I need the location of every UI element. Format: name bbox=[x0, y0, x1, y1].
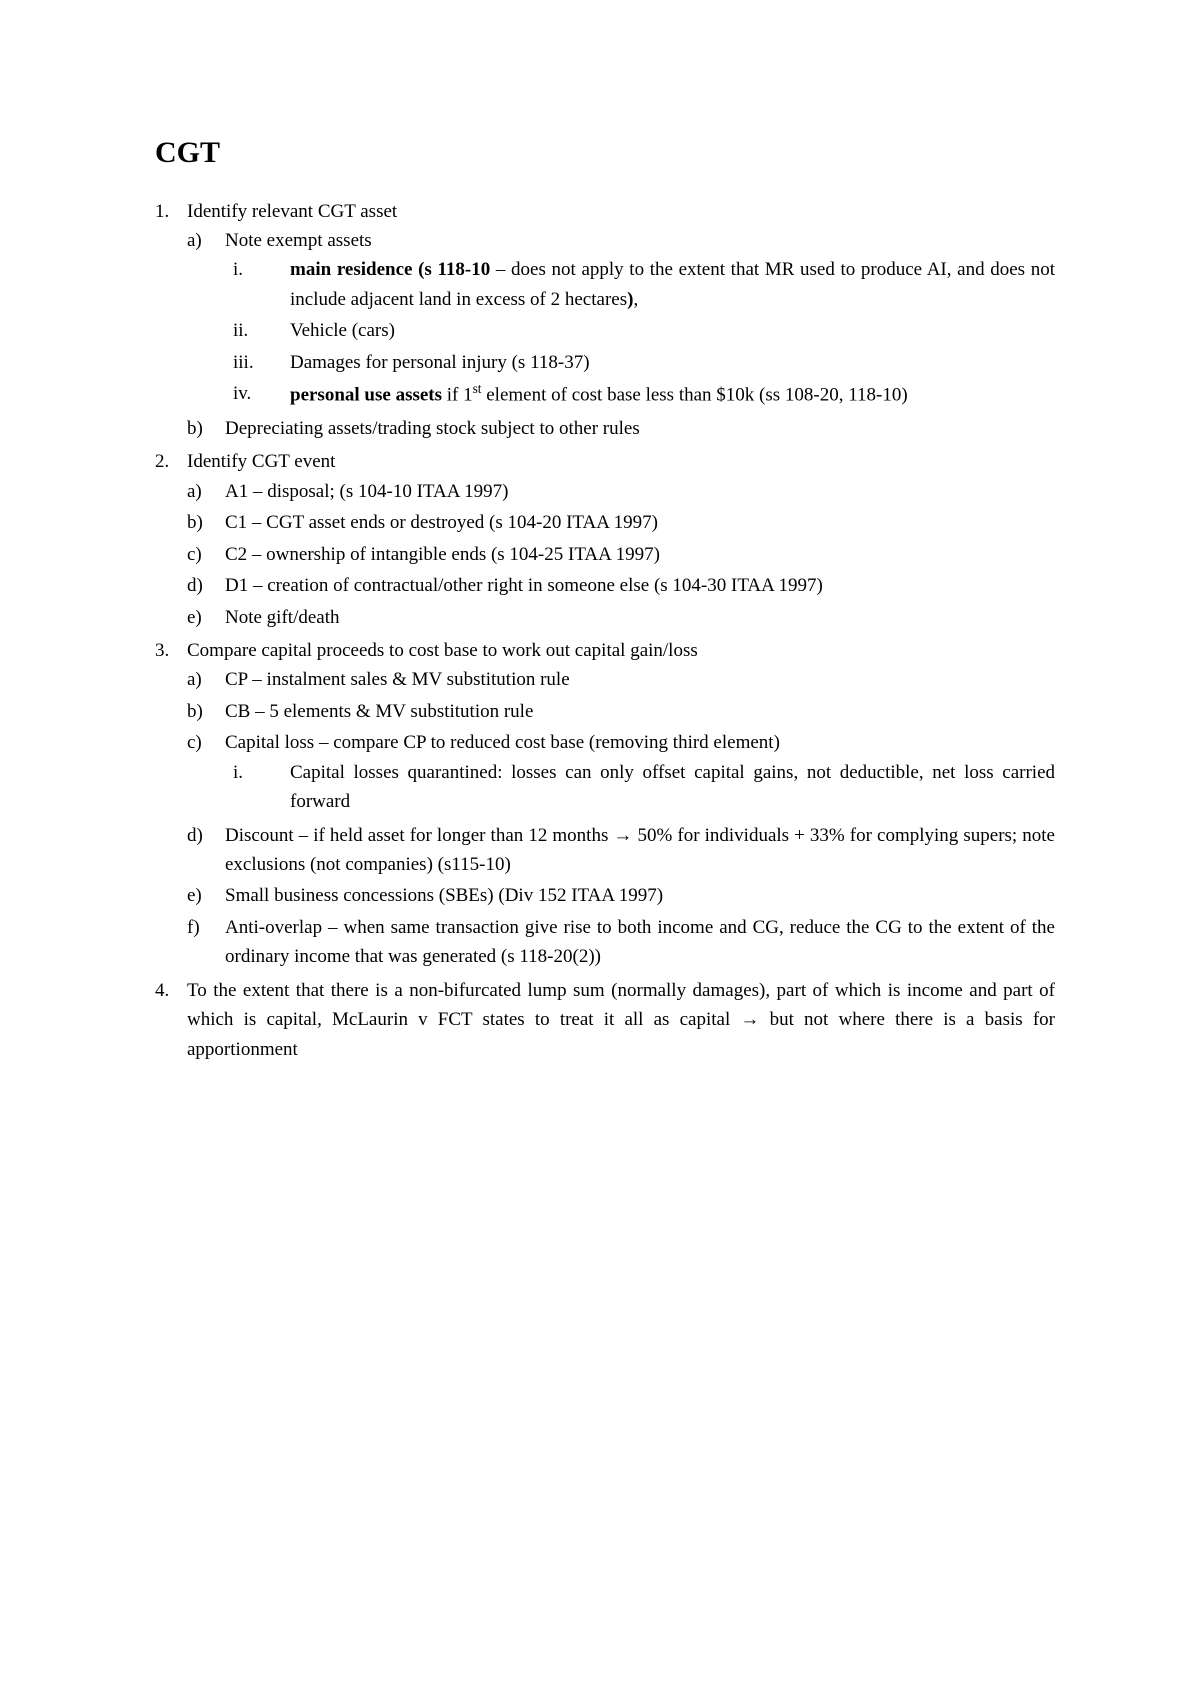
list-text: Vehicle (cars) bbox=[290, 316, 1055, 345]
list-marker: i. bbox=[225, 255, 290, 314]
list-content: CP – instalment sales & MV substitution … bbox=[225, 665, 1055, 694]
list-item: e)Note gift/death bbox=[187, 603, 1055, 632]
list-content: Discount – if held asset for longer than… bbox=[225, 821, 1055, 880]
list-text: Anti-overlap – when same transaction giv… bbox=[225, 913, 1055, 972]
list-marker: c) bbox=[187, 540, 225, 569]
page-title: CGT bbox=[155, 130, 1055, 177]
list-content: Identify CGT eventa)A1 – disposal; (s 10… bbox=[187, 447, 1055, 634]
list-text: C1 – CGT asset ends or destroyed (s 104-… bbox=[225, 508, 1055, 537]
list-item: iv.personal use assets if 1st element of… bbox=[225, 379, 1055, 410]
list-item: ii.Vehicle (cars) bbox=[225, 316, 1055, 345]
list-item: a)CP – instalment sales & MV substitutio… bbox=[187, 665, 1055, 694]
list-text: Note exempt assets bbox=[225, 226, 1055, 255]
list-content: Anti-overlap – when same transaction giv… bbox=[225, 913, 1055, 972]
list-marker: 2. bbox=[155, 447, 187, 634]
list-text: Identify CGT event bbox=[187, 447, 1055, 476]
list-marker: a) bbox=[187, 226, 225, 412]
list-content: main residence (s 118-10 – does not appl… bbox=[290, 255, 1055, 314]
list-content: Note exempt assetsi.main residence (s 11… bbox=[225, 226, 1055, 412]
list-text: A1 – disposal; (s 104-10 ITAA 1997) bbox=[225, 477, 1055, 506]
list-text: main residence (s 118-10 – does not appl… bbox=[290, 255, 1055, 314]
list-marker: b) bbox=[187, 508, 225, 537]
list-marker: f) bbox=[187, 913, 225, 972]
list-text: Identify relevant CGT asset bbox=[187, 197, 1055, 226]
list-content: D1 – creation of contractual/other right… bbox=[225, 571, 1055, 600]
list-content: Small business concessions (SBEs) (Div 1… bbox=[225, 881, 1055, 910]
list-item: i.main residence (s 118-10 – does not ap… bbox=[225, 255, 1055, 314]
list-content: Capital losses quarantined: losses can o… bbox=[290, 758, 1055, 817]
list-item: 3.Compare capital proceeds to cost base … bbox=[155, 636, 1055, 974]
list-content: Damages for personal injury (s 118-37) bbox=[290, 348, 1055, 377]
list-text: Discount – if held asset for longer than… bbox=[225, 821, 1055, 880]
list-marker: i. bbox=[225, 758, 290, 817]
list-text: Note gift/death bbox=[225, 603, 1055, 632]
list-item: c)C2 – ownership of intangible ends (s 1… bbox=[187, 540, 1055, 569]
list-item: a)A1 – disposal; (s 104-10 ITAA 1997) bbox=[187, 477, 1055, 506]
list-marker: b) bbox=[187, 414, 225, 443]
list-text: CP – instalment sales & MV substitution … bbox=[225, 665, 1055, 694]
list-content: Note gift/death bbox=[225, 603, 1055, 632]
list-marker: e) bbox=[187, 603, 225, 632]
list-marker: a) bbox=[187, 665, 225, 694]
list-item: f)Anti-overlap – when same transaction g… bbox=[187, 913, 1055, 972]
list-content: To the extent that there is a non-bifurc… bbox=[187, 976, 1055, 1064]
list-marker: 4. bbox=[155, 976, 187, 1064]
list-marker: 1. bbox=[155, 197, 187, 446]
list-text: C2 – ownership of intangible ends (s 104… bbox=[225, 540, 1055, 569]
list-content: A1 – disposal; (s 104-10 ITAA 1997) bbox=[225, 477, 1055, 506]
list-item: i.Capital losses quarantined: losses can… bbox=[225, 758, 1055, 817]
list-content: C2 – ownership of intangible ends (s 104… bbox=[225, 540, 1055, 569]
list-content: C1 – CGT asset ends or destroyed (s 104-… bbox=[225, 508, 1055, 537]
list-text: Capital losses quarantined: losses can o… bbox=[290, 758, 1055, 817]
list-text: Capital loss – compare CP to reduced cos… bbox=[225, 728, 1055, 757]
list-item: b)CB – 5 elements & MV substitution rule bbox=[187, 697, 1055, 726]
list-item: c)Capital loss – compare CP to reduced c… bbox=[187, 728, 1055, 818]
list-text: Depreciating assets/trading stock subjec… bbox=[225, 414, 1055, 443]
list-marker: e) bbox=[187, 881, 225, 910]
list-content: CB – 5 elements & MV substitution rule bbox=[225, 697, 1055, 726]
list-content: Compare capital proceeds to cost base to… bbox=[187, 636, 1055, 974]
list-text: To the extent that there is a non-bifurc… bbox=[187, 976, 1055, 1064]
outline-list: 1.Identify relevant CGT asseta)Note exem… bbox=[155, 197, 1055, 1065]
list-marker: a) bbox=[187, 477, 225, 506]
list-text: Small business concessions (SBEs) (Div 1… bbox=[225, 881, 1055, 910]
list-marker: d) bbox=[187, 821, 225, 880]
list-text: personal use assets if 1st element of co… bbox=[290, 379, 1055, 410]
list-item: e)Small business concessions (SBEs) (Div… bbox=[187, 881, 1055, 910]
list-item: b)C1 – CGT asset ends or destroyed (s 10… bbox=[187, 508, 1055, 537]
list-item: a)Note exempt assetsi.main residence (s … bbox=[187, 226, 1055, 412]
list-item: d)D1 – creation of contractual/other rig… bbox=[187, 571, 1055, 600]
list-item: 1.Identify relevant CGT asseta)Note exem… bbox=[155, 197, 1055, 446]
list-marker: iii. bbox=[225, 348, 290, 377]
list-marker: 3. bbox=[155, 636, 187, 974]
list-marker: d) bbox=[187, 571, 225, 600]
list-item: b)Depreciating assets/trading stock subj… bbox=[187, 414, 1055, 443]
list-content: Vehicle (cars) bbox=[290, 316, 1055, 345]
list-content: Identify relevant CGT asseta)Note exempt… bbox=[187, 197, 1055, 446]
list-text: D1 – creation of contractual/other right… bbox=[225, 571, 1055, 600]
list-item: 4.To the extent that there is a non-bifu… bbox=[155, 976, 1055, 1064]
list-marker: iv. bbox=[225, 379, 290, 410]
list-item: d)Discount – if held asset for longer th… bbox=[187, 821, 1055, 880]
list-content: Depreciating assets/trading stock subjec… bbox=[225, 414, 1055, 443]
list-item: iii.Damages for personal injury (s 118-3… bbox=[225, 348, 1055, 377]
list-marker: c) bbox=[187, 728, 225, 818]
list-item: 2.Identify CGT eventa)A1 – disposal; (s … bbox=[155, 447, 1055, 634]
list-text: CB – 5 elements & MV substitution rule bbox=[225, 697, 1055, 726]
list-marker: ii. bbox=[225, 316, 290, 345]
document-page: CGT 1.Identify relevant CGT asseta)Note … bbox=[0, 0, 1200, 1166]
list-content: personal use assets if 1st element of co… bbox=[290, 379, 1055, 410]
list-marker: b) bbox=[187, 697, 225, 726]
list-text: Compare capital proceeds to cost base to… bbox=[187, 636, 1055, 665]
list-text: Damages for personal injury (s 118-37) bbox=[290, 348, 1055, 377]
list-content: Capital loss – compare CP to reduced cos… bbox=[225, 728, 1055, 818]
